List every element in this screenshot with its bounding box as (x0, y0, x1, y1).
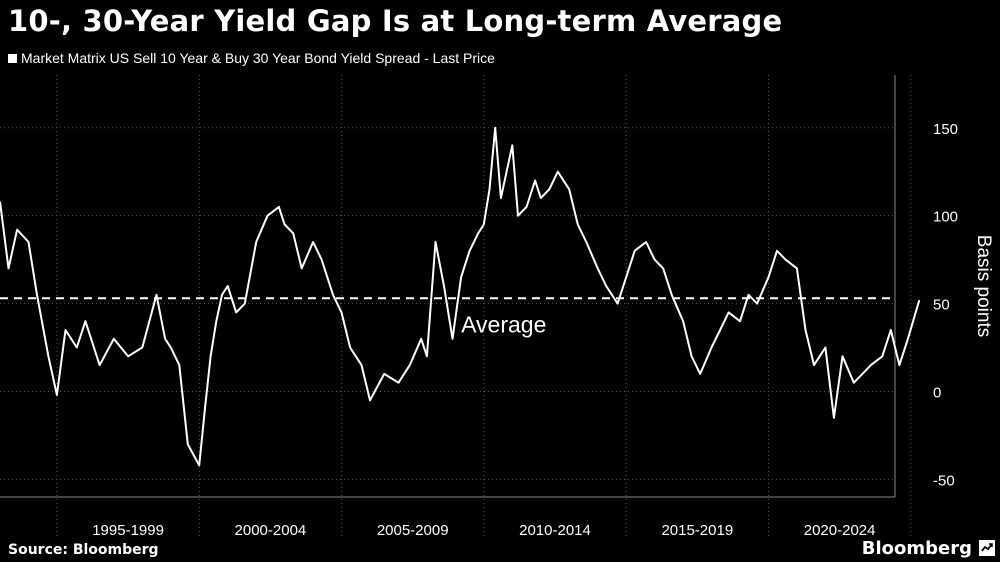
legend-swatch (8, 53, 17, 63)
x-period-label: 2005-2009 (377, 522, 449, 539)
legend-label: Market Matrix US Sell 10 Year & Buy 30 Y… (21, 50, 495, 66)
y-tick-label: 50 (933, 297, 950, 314)
chart-title: 10-, 30-Year Yield Gap Is at Long-term A… (8, 4, 783, 38)
x-period-label: 2015-2019 (661, 522, 733, 539)
source-note: Source: Bloomberg (8, 542, 159, 558)
x-period-label: 2000-2004 (235, 522, 307, 539)
y-axis-label: Basis points (973, 235, 994, 337)
bloomberg-icon (979, 540, 995, 556)
legend: Market Matrix US Sell 10 Year & Buy 30 Y… (8, 50, 495, 66)
brand-logo: Bloomberg (861, 538, 972, 559)
x-period-label: 2010-2014 (519, 522, 591, 539)
y-tick-label: 0 (933, 385, 941, 402)
y-tick-label: -50 (933, 472, 955, 489)
series-line (0, 126, 921, 467)
x-period-label: 2020-2024 (804, 522, 876, 539)
x-period-label: 1995-1999 (92, 522, 164, 539)
y-tick-label: 150 (933, 121, 958, 138)
average-label: Average (461, 311, 546, 337)
y-tick-label: 100 (933, 209, 958, 226)
